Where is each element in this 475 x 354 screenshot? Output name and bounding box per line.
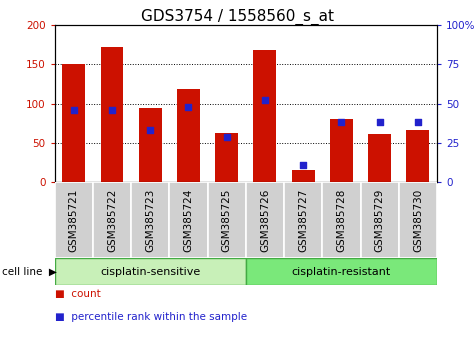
Point: [185, 104, 192, 109]
Bar: [322, 182, 361, 258]
Text: GSM385724: GSM385724: [183, 189, 193, 252]
Text: GSM385722: GSM385722: [107, 189, 117, 252]
Bar: [284, 182, 323, 258]
Bar: [208, 182, 246, 258]
Bar: [170, 182, 208, 258]
Bar: [246, 258, 437, 285]
Text: GSM385725: GSM385725: [222, 189, 232, 252]
Bar: [399, 182, 437, 258]
Bar: [330, 119, 353, 182]
Text: cisplatin-sensitive: cisplatin-sensitive: [100, 267, 200, 277]
Bar: [292, 171, 314, 182]
Bar: [246, 182, 284, 258]
Text: GSM385723: GSM385723: [145, 189, 155, 252]
Point: [414, 120, 422, 125]
Bar: [361, 182, 399, 258]
Bar: [254, 50, 276, 182]
Bar: [215, 133, 238, 182]
Point: [376, 120, 383, 125]
Text: ■  percentile rank within the sample: ■ percentile rank within the sample: [55, 312, 247, 321]
Text: GSM385729: GSM385729: [375, 189, 385, 252]
Bar: [101, 47, 124, 182]
Text: GDS3754 / 1558560_s_at: GDS3754 / 1558560_s_at: [141, 9, 334, 25]
Bar: [368, 134, 391, 182]
Point: [223, 134, 230, 139]
Bar: [139, 108, 162, 182]
Point: [108, 107, 116, 113]
Point: [70, 107, 77, 113]
Bar: [55, 258, 246, 285]
Text: cisplatin-resistant: cisplatin-resistant: [292, 267, 391, 277]
Bar: [93, 182, 131, 258]
Text: ■  count: ■ count: [55, 289, 100, 298]
Bar: [55, 182, 93, 258]
Point: [299, 162, 307, 168]
Point: [146, 127, 154, 133]
Text: GSM385727: GSM385727: [298, 189, 308, 252]
Text: GSM385730: GSM385730: [413, 189, 423, 252]
Text: GSM385721: GSM385721: [69, 189, 79, 252]
Point: [261, 98, 269, 103]
Text: GSM385726: GSM385726: [260, 189, 270, 252]
Bar: [62, 64, 85, 182]
Point: [338, 120, 345, 125]
Text: GSM385728: GSM385728: [336, 189, 346, 252]
Bar: [131, 182, 170, 258]
Text: cell line  ▶: cell line ▶: [2, 267, 57, 277]
Bar: [177, 88, 200, 182]
Bar: [407, 130, 429, 182]
